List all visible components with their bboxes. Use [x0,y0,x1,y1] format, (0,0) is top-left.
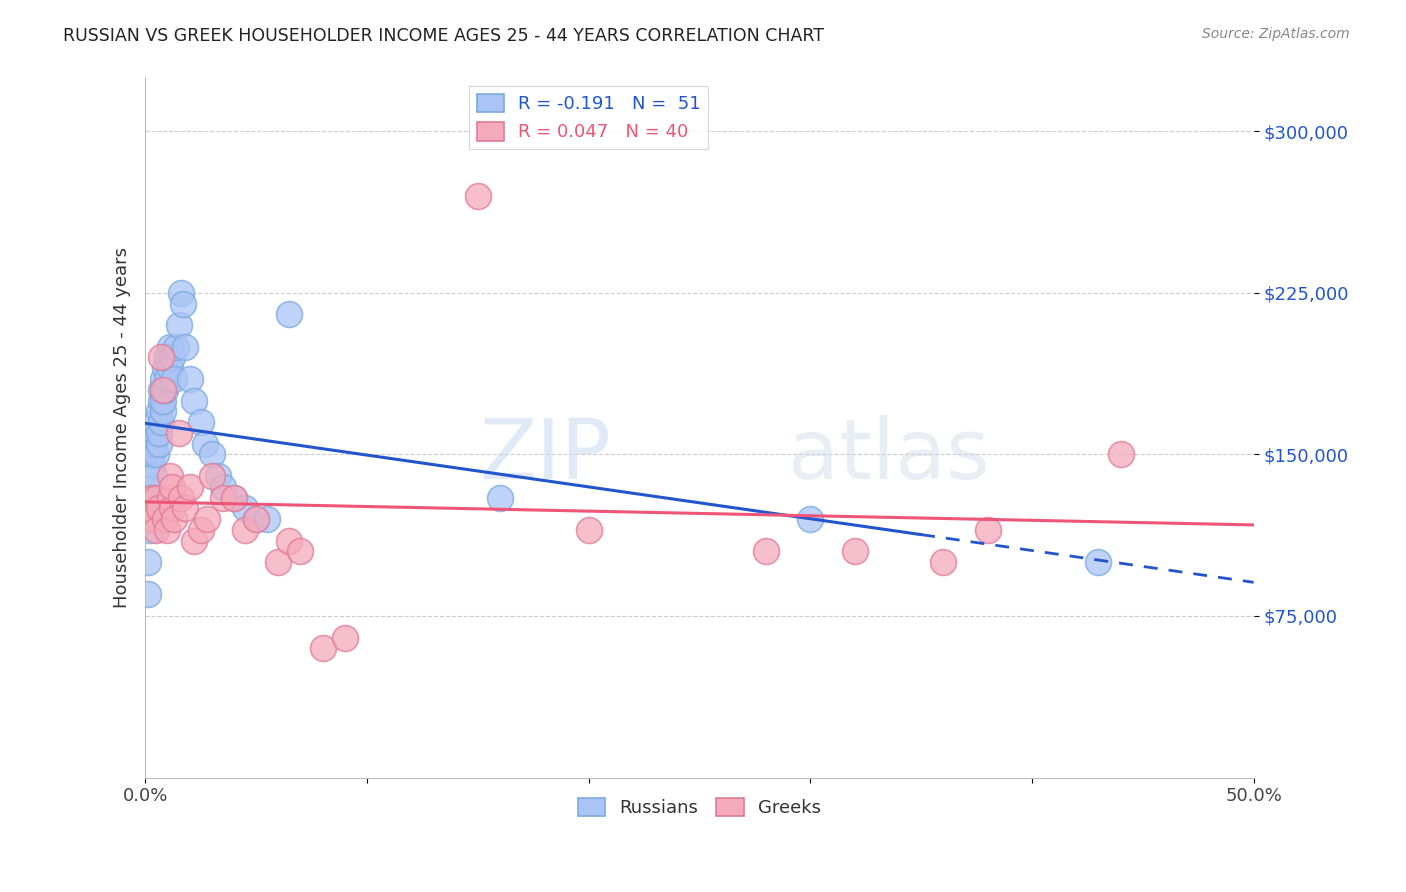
Point [278,307,301,321]
Point [179,480,201,494]
Point [212,491,235,505]
Point [1109,447,1132,461]
Point [194,436,217,450]
Point [163,372,186,386]
Text: ZIP: ZIP [479,415,610,496]
Point [145,523,167,537]
Point [183,393,205,408]
Point [152,393,174,408]
Point [145,491,167,505]
Point [152,383,174,397]
Point [256,512,278,526]
Point [145,415,167,429]
Point [233,523,256,537]
Point [148,404,170,418]
Point [201,469,224,483]
Point [156,372,179,386]
Point [159,340,181,354]
Legend: Russians, Greeks: Russians, Greeks [571,790,828,824]
Point [143,436,166,450]
Point [149,415,172,429]
Point [143,512,166,526]
Point [139,501,162,516]
Point [156,351,179,365]
Point [212,480,235,494]
Point [311,641,333,656]
Point [489,491,512,505]
Point [233,501,256,516]
Point [152,404,174,418]
Point [222,491,245,505]
Point [245,512,267,526]
Point [195,512,218,526]
Point [278,533,301,548]
Point [578,523,600,537]
Point [1087,555,1109,569]
Point [333,631,356,645]
Point [844,544,866,558]
Point [155,383,177,397]
Point [141,491,163,505]
Point [174,501,197,516]
Point [159,491,181,505]
Point [139,491,162,505]
Point [201,447,224,461]
Point [207,469,229,483]
Point [159,361,181,376]
Point [139,523,162,537]
Y-axis label: Householder Income Ages 25 - 44 years: Householder Income Ages 25 - 44 years [114,247,131,608]
Point [160,480,183,494]
Text: atlas: atlas [789,415,990,496]
Point [245,512,267,526]
Point [149,383,172,397]
Point [141,501,163,516]
Point [190,415,212,429]
Point [183,533,205,548]
Point [799,512,821,526]
Point [148,436,170,450]
Point [172,296,194,310]
Point [149,351,172,365]
Point [163,512,186,526]
Point [165,340,187,354]
Point [174,340,197,354]
Point [156,523,179,537]
Point [179,372,201,386]
Point [141,447,163,461]
Point [932,555,955,569]
Text: Source: ZipAtlas.com: Source: ZipAtlas.com [1202,27,1350,41]
Point [136,512,159,526]
Point [136,555,159,569]
Point [139,512,162,526]
Point [755,544,778,558]
Point [148,501,170,516]
Point [141,458,163,473]
Point [141,480,163,494]
Text: RUSSIAN VS GREEK HOUSEHOLDER INCOME AGES 25 - 44 YEARS CORRELATION CHART: RUSSIAN VS GREEK HOUSEHOLDER INCOME AGES… [63,27,824,45]
Point [467,189,489,203]
Point [976,523,998,537]
Point [149,393,172,408]
Point [190,523,212,537]
Point [170,285,193,300]
Point [290,544,312,558]
Point [143,469,166,483]
Point [267,555,290,569]
Point [155,361,177,376]
Point [152,372,174,386]
Point [148,425,170,440]
Point [136,587,159,601]
Point [160,351,183,365]
Point [145,447,167,461]
Point [167,425,190,440]
Point [160,501,183,516]
Point [222,491,245,505]
Point [159,469,181,483]
Point [170,491,193,505]
Point [167,318,190,333]
Point [155,512,177,526]
Point [145,425,167,440]
